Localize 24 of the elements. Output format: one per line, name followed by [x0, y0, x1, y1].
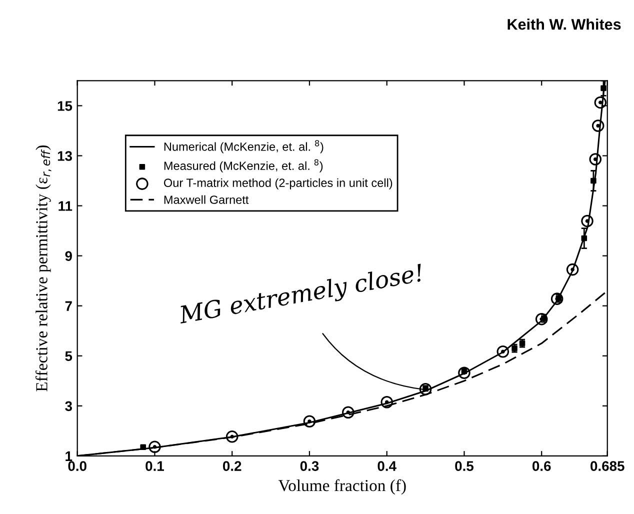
- y-axis-title: Effective relative permittivity (ε$_{r,eff}$): [35, 146, 52, 392]
- legend-label: Numerical (McKenzie, et. al. $^{8}$): [164, 140, 324, 154]
- x-tick-label: 0.3: [300, 461, 319, 471]
- x-tick-label: 0.2: [222, 461, 242, 471]
- x-tick-label: 0.1: [146, 461, 164, 471]
- y-tick-label: 9: [65, 251, 72, 261]
- legend-label: Our T-matrix method (2-particles in unit cell): [164, 178, 392, 190]
- y-tick-label: 1: [66, 451, 72, 461]
- y-tick-label: 11: [58, 201, 72, 211]
- x-tick-label: 0.6: [532, 461, 551, 471]
- x-axis-title: Volume fraction (f): [278, 479, 406, 495]
- legend-label: Maxwell Garnett: [164, 195, 249, 204]
- y-tick-label: 15: [58, 101, 72, 111]
- y-tick-label: 3: [65, 401, 72, 412]
- text: Keith W. Whites: [508, 18, 621, 30]
- y-tick-label: 7: [65, 301, 72, 311]
- legend-label: Measured (McKenzie, et. al. $^{8}$): [164, 159, 323, 172]
- x-tick-label: 0.5: [455, 461, 474, 471]
- x-tick-label: 0.0: [68, 461, 86, 471]
- x-tick-label: 0.4: [378, 461, 396, 471]
- y-tick-label: 5: [65, 351, 72, 362]
- y-tick-label: 13: [58, 151, 72, 161]
- x-tick-label: 0.685: [590, 461, 624, 471]
- annotation: MG extremely close!: [178, 262, 425, 329]
